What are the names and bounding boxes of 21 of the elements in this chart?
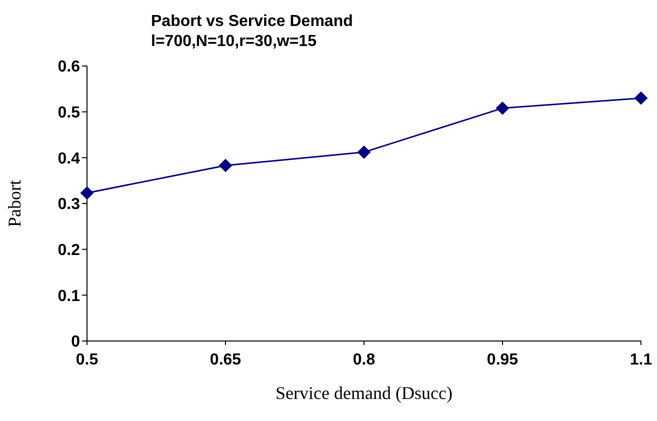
chart-subtitle: l=700,N=10,r=30,w=15 bbox=[151, 32, 318, 52]
y-tick-label: 0.5 bbox=[58, 104, 80, 122]
point bbox=[358, 146, 370, 159]
y-tick-label: 0.3 bbox=[58, 196, 80, 214]
x-tick-label: 0.65 bbox=[210, 351, 242, 368]
y-tick-label: 0.6 bbox=[58, 58, 80, 76]
y-tick-label: 0 bbox=[71, 334, 80, 351]
x-tick-label: 0.95 bbox=[486, 351, 518, 368]
x-axis-title: Service demand (Dsucc) bbox=[276, 383, 452, 403]
chart-title: Pabort vs Service Demand bbox=[151, 12, 353, 32]
point bbox=[496, 102, 509, 115]
point bbox=[219, 158, 232, 172]
y-tick-label: 0.2 bbox=[58, 242, 80, 260]
y-axis-title: Pabort bbox=[4, 180, 24, 227]
point bbox=[80, 186, 94, 200]
x-tick-label: 0.8 bbox=[352, 351, 376, 368]
y-tick-label: 0.4 bbox=[58, 150, 80, 168]
point bbox=[634, 92, 648, 105]
y-tick-label: 0.1 bbox=[58, 288, 80, 305]
x-tick-label: 0.5 bbox=[76, 351, 98, 368]
x-tick-label: 1.1 bbox=[630, 351, 652, 368]
